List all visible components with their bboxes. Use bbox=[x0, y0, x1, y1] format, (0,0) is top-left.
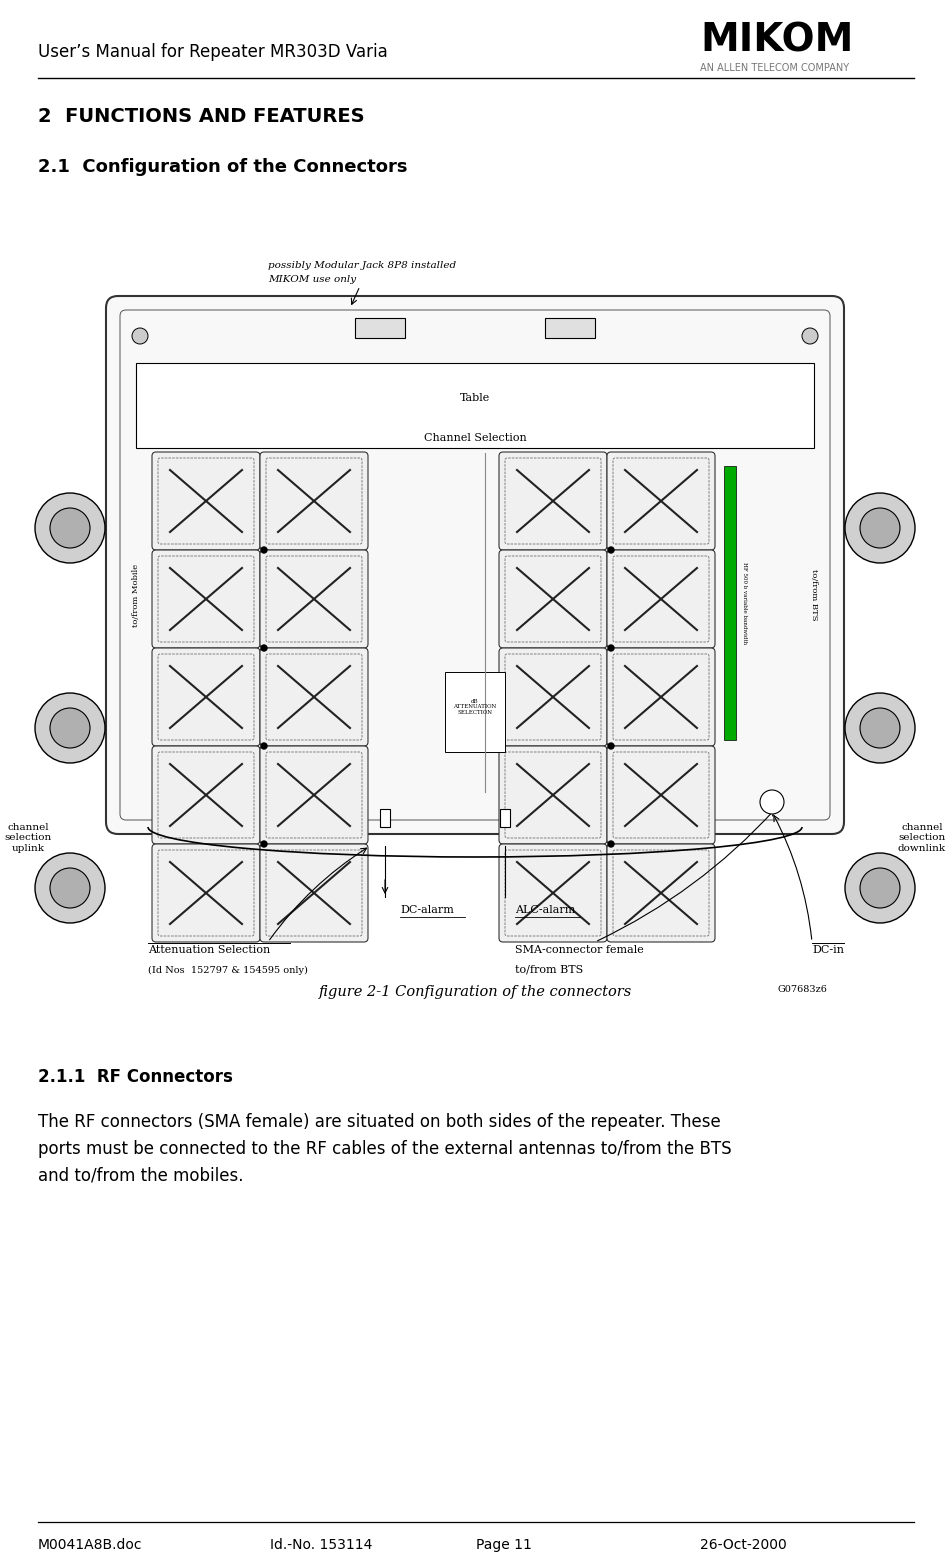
Text: dB
ATTENUATION
SELECTION: dB ATTENUATION SELECTION bbox=[453, 698, 497, 716]
Text: ALC-alarm: ALC-alarm bbox=[515, 905, 575, 915]
FancyBboxPatch shape bbox=[499, 745, 607, 844]
Text: MIKOM: MIKOM bbox=[700, 22, 853, 60]
Circle shape bbox=[608, 742, 614, 749]
FancyBboxPatch shape bbox=[152, 648, 260, 745]
Circle shape bbox=[860, 868, 900, 908]
Text: SMA-connector female: SMA-connector female bbox=[515, 944, 644, 955]
Circle shape bbox=[261, 645, 267, 651]
Text: 2.1.1  RF Connectors: 2.1.1 RF Connectors bbox=[38, 1068, 233, 1085]
Circle shape bbox=[35, 694, 105, 763]
Circle shape bbox=[35, 493, 105, 564]
FancyBboxPatch shape bbox=[152, 453, 260, 550]
FancyBboxPatch shape bbox=[607, 648, 715, 745]
FancyBboxPatch shape bbox=[260, 453, 368, 550]
Circle shape bbox=[608, 841, 614, 847]
Text: and to/from the mobiles.: and to/from the mobiles. bbox=[38, 1167, 244, 1185]
Text: G07683z6: G07683z6 bbox=[777, 985, 827, 994]
Circle shape bbox=[860, 507, 900, 548]
Text: to/from BTS: to/from BTS bbox=[515, 965, 584, 976]
Text: (Id Nos  152797 & 154595 only): (Id Nos 152797 & 154595 only) bbox=[148, 965, 307, 974]
Bar bbox=[355, 318, 405, 338]
FancyBboxPatch shape bbox=[499, 648, 607, 745]
Text: channel
selection
uplink: channel selection uplink bbox=[5, 824, 51, 853]
FancyBboxPatch shape bbox=[607, 453, 715, 550]
Circle shape bbox=[50, 868, 90, 908]
Text: AN ALLEN TELECOM COMPANY: AN ALLEN TELECOM COMPANY bbox=[700, 63, 849, 74]
Text: User’s Manual for Repeater MR303D Varia: User’s Manual for Repeater MR303D Varia bbox=[38, 42, 387, 61]
FancyBboxPatch shape bbox=[499, 844, 607, 943]
Bar bbox=[545, 318, 595, 338]
Bar bbox=[500, 810, 510, 827]
Bar bbox=[136, 363, 814, 448]
FancyBboxPatch shape bbox=[260, 648, 368, 745]
Text: M0041A8B.doc: M0041A8B.doc bbox=[38, 1538, 143, 1552]
Circle shape bbox=[261, 547, 267, 553]
Text: possibly Modular Jack 8P8 installed: possibly Modular Jack 8P8 installed bbox=[268, 260, 456, 269]
Text: ports must be connected to the RF cables of the external antennas to/from the BT: ports must be connected to the RF cables… bbox=[38, 1140, 732, 1157]
Text: 2.1  Configuration of the Connectors: 2.1 Configuration of the Connectors bbox=[38, 158, 407, 175]
Text: Id.-No. 153114: Id.-No. 153114 bbox=[270, 1538, 372, 1552]
Circle shape bbox=[261, 841, 267, 847]
Circle shape bbox=[50, 708, 90, 749]
FancyBboxPatch shape bbox=[260, 550, 368, 648]
Circle shape bbox=[50, 507, 90, 548]
Text: DC-in: DC-in bbox=[812, 944, 844, 955]
Circle shape bbox=[845, 493, 915, 564]
Circle shape bbox=[132, 327, 148, 345]
Circle shape bbox=[35, 853, 105, 922]
Circle shape bbox=[860, 708, 900, 749]
Text: to/from Mobile: to/from Mobile bbox=[132, 564, 140, 626]
Text: Page 11: Page 11 bbox=[476, 1538, 532, 1552]
Text: 26-Oct-2000: 26-Oct-2000 bbox=[700, 1538, 786, 1552]
Text: figure 2-1 Configuration of the connectors: figure 2-1 Configuration of the connecto… bbox=[319, 985, 633, 999]
FancyBboxPatch shape bbox=[607, 550, 715, 648]
Text: to/from BTS: to/from BTS bbox=[810, 570, 818, 620]
FancyBboxPatch shape bbox=[260, 745, 368, 844]
FancyBboxPatch shape bbox=[607, 844, 715, 943]
Bar bbox=[724, 467, 736, 741]
Circle shape bbox=[608, 645, 614, 651]
Text: DC-alarm: DC-alarm bbox=[400, 905, 454, 915]
FancyBboxPatch shape bbox=[499, 550, 607, 648]
FancyBboxPatch shape bbox=[152, 550, 260, 648]
FancyBboxPatch shape bbox=[607, 745, 715, 844]
Circle shape bbox=[760, 789, 784, 814]
FancyBboxPatch shape bbox=[260, 844, 368, 943]
Text: channel
selection
downlink: channel selection downlink bbox=[898, 824, 946, 853]
Circle shape bbox=[261, 742, 267, 749]
FancyBboxPatch shape bbox=[106, 296, 844, 835]
Circle shape bbox=[608, 547, 614, 553]
FancyBboxPatch shape bbox=[152, 844, 260, 943]
Text: Table: Table bbox=[460, 393, 490, 402]
Text: HF 500 b variable bandwidth: HF 500 b variable bandwidth bbox=[742, 562, 747, 644]
Bar bbox=[445, 672, 505, 752]
Circle shape bbox=[845, 853, 915, 922]
FancyBboxPatch shape bbox=[499, 453, 607, 550]
Text: MIKOM use only: MIKOM use only bbox=[268, 276, 356, 285]
Text: The RF connectors (SMA female) are situated on both sides of the repeater. These: The RF connectors (SMA female) are situa… bbox=[38, 1113, 721, 1131]
Bar bbox=[380, 810, 390, 827]
Text: Channel Selection: Channel Selection bbox=[424, 434, 526, 443]
Circle shape bbox=[845, 694, 915, 763]
FancyBboxPatch shape bbox=[152, 745, 260, 844]
Text: 2  FUNCTIONS AND FEATURES: 2 FUNCTIONS AND FEATURES bbox=[38, 108, 365, 127]
Text: Attenuation Selection: Attenuation Selection bbox=[148, 944, 270, 955]
Circle shape bbox=[802, 327, 818, 345]
